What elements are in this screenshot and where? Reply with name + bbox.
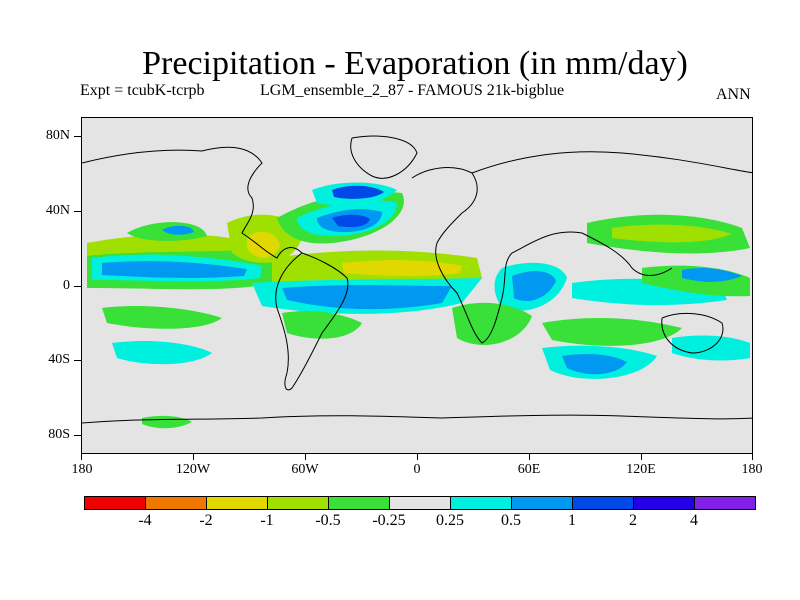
colorbar-label: 0.5	[501, 512, 521, 529]
lon-label-0: 0	[413, 462, 421, 477]
lon-tick	[641, 454, 642, 460]
colorbar-label: 2	[629, 512, 637, 529]
lon-label-60e: 60E	[517, 462, 541, 477]
colorbar-label: 1	[568, 512, 576, 529]
colorbar-box	[206, 496, 268, 510]
lon-tick	[81, 454, 82, 460]
lon-label-120w: 120W	[175, 462, 211, 477]
map-title: Precipitation - Evaporation (in mm/day)	[142, 45, 688, 82]
lon-tick	[529, 454, 530, 460]
colorbar-label: -0.25	[372, 512, 406, 529]
ensemble-label: LGM_ensemble_2_87 - FAMOUS 21k-bigblue	[260, 82, 565, 99]
lat-label-40s: 40S	[48, 352, 70, 367]
lat-tick	[74, 435, 81, 436]
lat-tick	[74, 286, 81, 287]
colorbar-box	[572, 496, 634, 510]
lon-tick	[417, 454, 418, 460]
map-panel	[81, 117, 753, 454]
colorbar-box	[328, 496, 390, 510]
lon-tick	[752, 454, 753, 460]
lat-label-0: 0	[63, 278, 70, 293]
lat-label-40n: 40N	[45, 203, 70, 218]
colorbar-label: -0.5	[315, 512, 341, 529]
lon-label-120e: 120E	[626, 462, 656, 477]
lat-label-80s: 80S	[48, 427, 70, 442]
colorbar-box	[511, 496, 573, 510]
lon-tick	[193, 454, 194, 460]
colorbar-box	[389, 496, 451, 510]
lon-label-180e: 180	[741, 462, 763, 477]
colorbar-label: -1	[260, 512, 274, 529]
colorbar-box	[267, 496, 329, 510]
colorbar-label: 4	[690, 512, 698, 529]
lat-label-80n: 80N	[45, 128, 70, 143]
coastlines	[82, 135, 752, 424]
colorbar-box	[694, 496, 756, 510]
lon-label-180w: 180	[71, 462, 93, 477]
colorbar-label: -4	[138, 512, 152, 529]
colorbar-box	[84, 496, 146, 510]
map-svg	[82, 135, 752, 429]
colorbar-box	[145, 496, 207, 510]
lat-tick	[74, 136, 81, 137]
lon-label-60w: 60W	[291, 462, 319, 477]
colorbar-box	[450, 496, 512, 510]
lat-tick	[74, 360, 81, 361]
colorbar-box	[633, 496, 695, 510]
lat-tick	[74, 211, 81, 212]
colorbar-label: -2	[199, 512, 213, 529]
lon-tick	[305, 454, 306, 460]
season-label: ANN	[716, 86, 751, 103]
anomaly-fields	[87, 182, 750, 429]
colorbar-label: 0.25	[436, 512, 464, 529]
experiment-label: Expt = tcubK-tcrpb	[80, 82, 205, 99]
